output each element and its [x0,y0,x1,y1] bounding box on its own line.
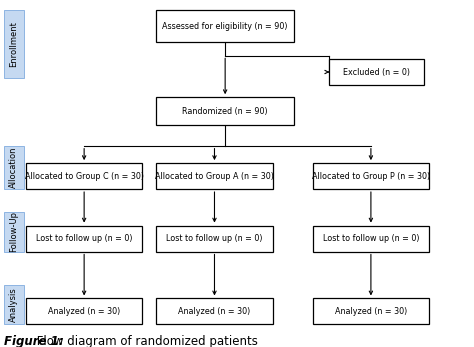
FancyBboxPatch shape [26,298,142,324]
FancyBboxPatch shape [313,163,429,189]
FancyBboxPatch shape [156,10,294,42]
Text: Excluded (n = 0): Excluded (n = 0) [343,68,410,76]
Text: Allocation: Allocation [9,147,18,188]
FancyBboxPatch shape [4,285,24,324]
Text: Randomized (n = 90): Randomized (n = 90) [182,107,268,116]
FancyBboxPatch shape [26,163,142,189]
FancyBboxPatch shape [26,226,142,252]
Text: Allocated to Group P (n = 30): Allocated to Group P (n = 30) [312,172,430,180]
FancyBboxPatch shape [4,212,24,252]
Text: Follow-Up: Follow-Up [9,211,18,252]
Text: Figure 1:: Figure 1: [4,335,64,347]
Text: Allocated to Group A (n = 30): Allocated to Group A (n = 30) [155,172,274,180]
Text: Lost to follow up (n = 0): Lost to follow up (n = 0) [166,234,263,243]
Text: Analysis: Analysis [9,287,18,322]
Text: Analyzed (n = 30): Analyzed (n = 30) [48,307,120,316]
FancyBboxPatch shape [4,10,24,78]
FancyBboxPatch shape [156,97,294,125]
Text: Lost to follow up (n = 0): Lost to follow up (n = 0) [323,234,419,243]
Text: Analyzed (n = 30): Analyzed (n = 30) [178,307,251,316]
FancyBboxPatch shape [4,146,24,189]
FancyBboxPatch shape [313,298,429,324]
FancyBboxPatch shape [156,226,273,252]
Text: Flow diagram of randomized patients: Flow diagram of randomized patients [33,335,258,347]
Text: Enrollment: Enrollment [9,21,18,67]
FancyBboxPatch shape [156,163,273,189]
Text: Assessed for eligibility (n = 90): Assessed for eligibility (n = 90) [163,22,288,31]
Text: Allocated to Group C (n = 30): Allocated to Group C (n = 30) [25,172,144,180]
FancyBboxPatch shape [156,298,273,324]
Text: Analyzed (n = 30): Analyzed (n = 30) [335,307,407,316]
FancyBboxPatch shape [313,226,429,252]
Text: Lost to follow up (n = 0): Lost to follow up (n = 0) [36,234,132,243]
FancyBboxPatch shape [329,59,424,85]
